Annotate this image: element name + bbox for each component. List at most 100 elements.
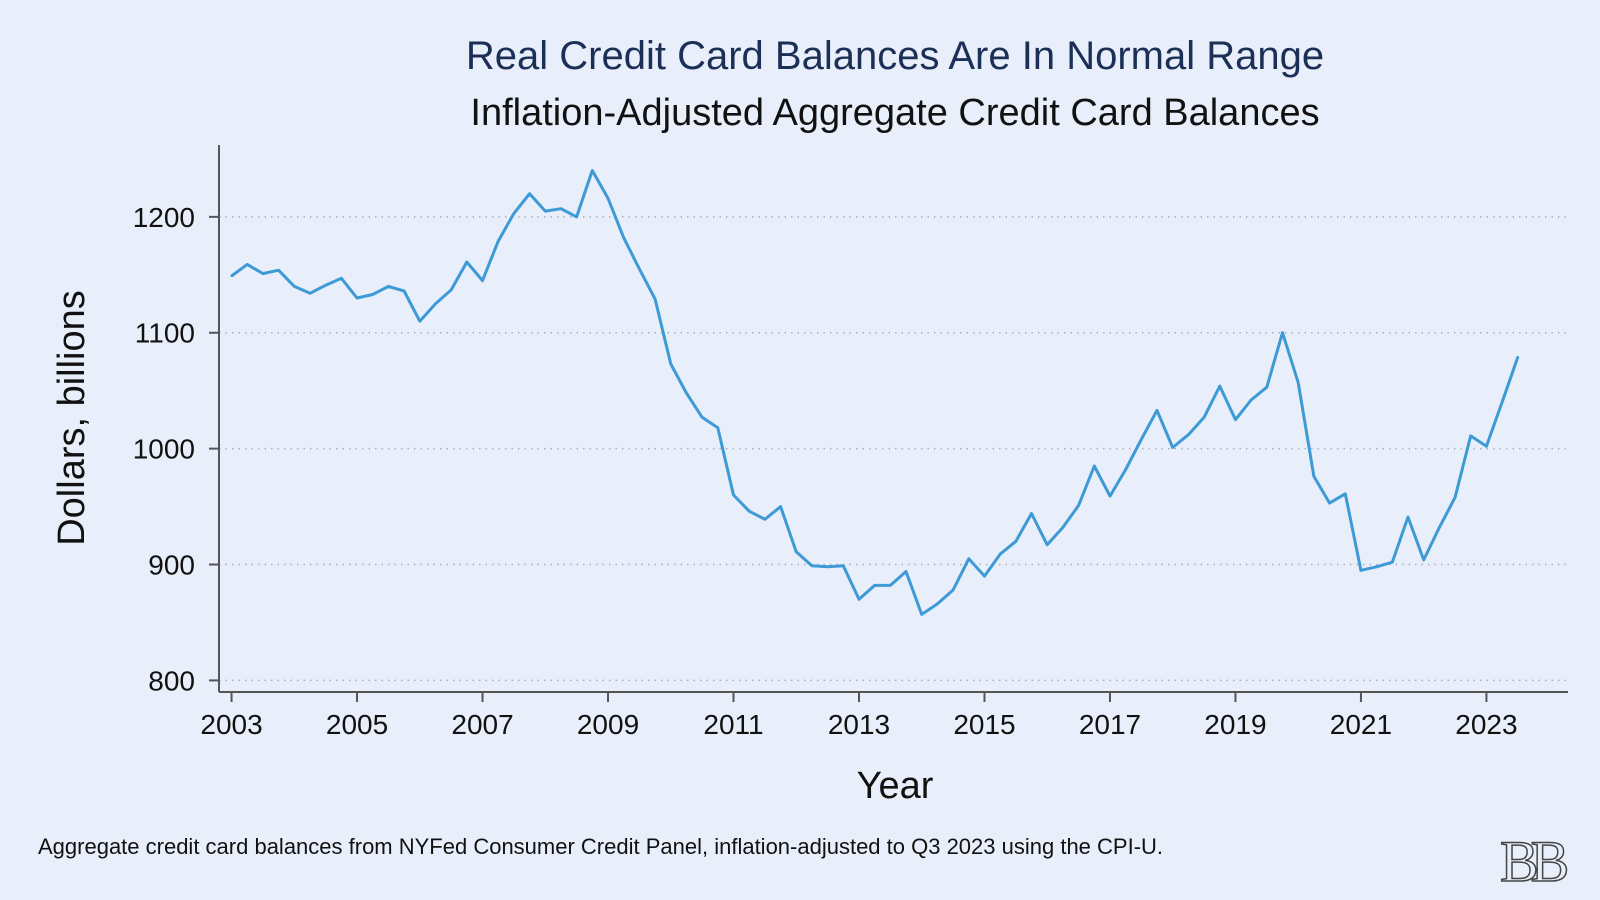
data-point bbox=[1140, 438, 1143, 441]
data-point bbox=[1155, 409, 1159, 412]
data-point bbox=[1218, 384, 1221, 388]
data-point bbox=[669, 362, 672, 366]
data-point bbox=[1061, 526, 1065, 529]
data-point bbox=[434, 302, 437, 305]
chart-subtitle: Inflation-Adjusted Aggregate Credit Card… bbox=[470, 92, 1320, 134]
data-point bbox=[355, 296, 359, 300]
data-point bbox=[261, 272, 265, 275]
data-point bbox=[1312, 475, 1316, 478]
data-point bbox=[1171, 446, 1174, 449]
data-point bbox=[1375, 565, 1378, 569]
bb-logo: BB bbox=[1499, 828, 1570, 895]
data-point bbox=[575, 215, 578, 219]
data-point bbox=[1093, 464, 1096, 468]
data-point bbox=[873, 584, 876, 587]
data-point bbox=[512, 212, 516, 215]
data-point bbox=[528, 192, 531, 195]
data-point bbox=[1265, 386, 1269, 389]
data-point bbox=[465, 260, 469, 264]
data-point bbox=[1406, 515, 1410, 519]
data-point bbox=[763, 518, 767, 521]
data-point bbox=[371, 293, 374, 296]
series-line bbox=[230, 169, 1520, 616]
x-axis-label: Year bbox=[857, 765, 934, 807]
data-point bbox=[340, 277, 343, 280]
data-point bbox=[622, 236, 625, 239]
data-point bbox=[1500, 401, 1504, 404]
chart-title: Real Credit Card Balances Are In Normal … bbox=[465, 34, 1325, 78]
data-point bbox=[1453, 496, 1457, 499]
data-point bbox=[1359, 569, 1363, 572]
x-tick-label: 2007 bbox=[451, 709, 513, 740]
data-point bbox=[732, 493, 735, 497]
x-tick-label: 2005 bbox=[326, 709, 388, 740]
y-tick-label: 800 bbox=[148, 665, 195, 696]
data-point bbox=[324, 284, 327, 287]
data-point bbox=[418, 319, 421, 323]
data-point bbox=[1344, 492, 1347, 496]
data-point bbox=[308, 292, 312, 295]
data-point bbox=[1249, 398, 1253, 402]
data-point bbox=[1124, 468, 1127, 471]
data-point bbox=[1014, 540, 1018, 543]
x-tick-label: 2013 bbox=[828, 709, 890, 740]
data-point bbox=[653, 297, 657, 301]
data-point bbox=[544, 209, 547, 213]
data-point bbox=[591, 169, 594, 172]
data-point bbox=[1281, 331, 1284, 334]
y-tick-label: 900 bbox=[148, 550, 195, 581]
source-footnote: Aggregate credit card balances from NYFe… bbox=[38, 834, 1164, 859]
data-point bbox=[936, 602, 939, 606]
data-points bbox=[230, 169, 1520, 616]
data-point bbox=[1391, 561, 1394, 564]
data-point bbox=[402, 289, 406, 293]
data-point bbox=[497, 239, 500, 243]
data-point bbox=[685, 391, 688, 395]
y-axis-label: Dollars, billions bbox=[51, 290, 93, 546]
data-point bbox=[230, 274, 233, 278]
data-point bbox=[293, 285, 296, 288]
data-point bbox=[1297, 381, 1300, 384]
x-tick-label: 2015 bbox=[953, 709, 1015, 740]
data-point bbox=[606, 197, 610, 200]
data-point bbox=[1328, 501, 1331, 505]
data-point bbox=[1202, 416, 1206, 419]
x-tick-label: 2011 bbox=[703, 709, 763, 740]
data-point bbox=[246, 263, 249, 266]
y-tick-label: 1200 bbox=[133, 202, 195, 233]
data-point bbox=[889, 584, 892, 587]
data-point bbox=[1422, 558, 1425, 562]
x-tick-label: 2021 bbox=[1330, 709, 1392, 740]
x-tick-label: 2017 bbox=[1079, 709, 1141, 740]
data-point bbox=[826, 565, 829, 569]
data-point bbox=[810, 564, 814, 567]
data-point bbox=[1108, 494, 1112, 498]
x-tick-label: 2019 bbox=[1204, 709, 1266, 740]
data-point bbox=[1077, 504, 1080, 507]
y-tick-label: 1000 bbox=[133, 434, 195, 465]
y-tick-label: 1100 bbox=[135, 318, 195, 349]
x-tick-label: 2003 bbox=[200, 709, 262, 740]
data-point bbox=[920, 613, 923, 616]
data-point bbox=[277, 268, 280, 272]
data-point bbox=[1046, 543, 1049, 547]
data-point bbox=[951, 588, 955, 592]
data-point bbox=[559, 207, 563, 210]
data-point bbox=[700, 416, 704, 419]
data-point bbox=[779, 505, 782, 508]
data-point bbox=[1516, 355, 1520, 359]
gridlines bbox=[219, 216, 1568, 682]
data-point bbox=[747, 510, 751, 513]
data-point bbox=[857, 598, 861, 601]
data-point bbox=[983, 574, 986, 578]
data-point bbox=[998, 552, 1002, 556]
data-point bbox=[449, 288, 453, 292]
x-axis-ticks: 2003 2005 2007 2009 2011 2013 2015 2017 2019 2021… bbox=[200, 692, 1518, 740]
data-point bbox=[1187, 433, 1190, 436]
y-axis-ticks: 800 900 1000 1100 1200 bbox=[133, 202, 219, 696]
data-point bbox=[1485, 445, 1488, 448]
data-point bbox=[1438, 526, 1441, 529]
data-point bbox=[1234, 418, 1237, 421]
x-tick-label: 2009 bbox=[577, 709, 639, 740]
data-point bbox=[967, 557, 970, 560]
